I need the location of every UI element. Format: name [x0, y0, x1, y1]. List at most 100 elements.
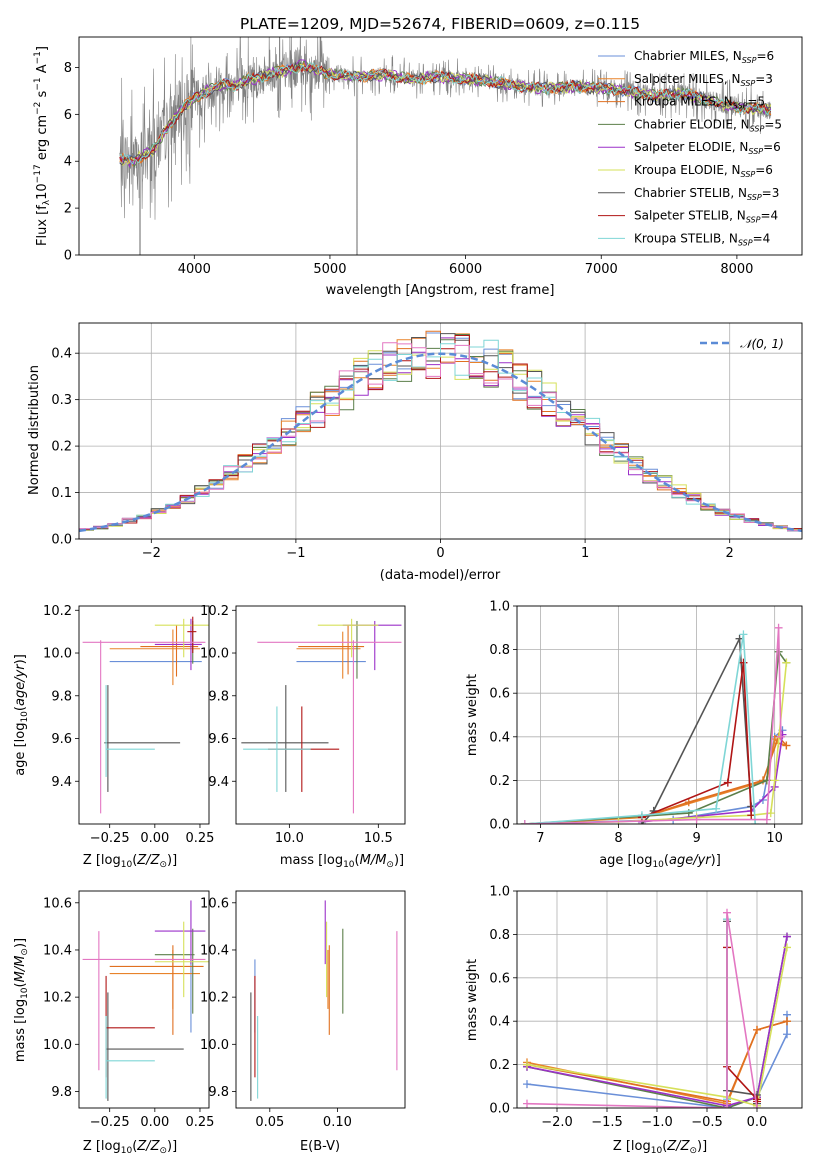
plot-area: [82, 900, 209, 1101]
spectrum-legend: Chabrier MILES, NSSP=6 Salpeter MILES, NS…: [598, 49, 782, 247]
x-tick-label: −1.0: [641, 1115, 673, 1130]
gaussian-legend-label: 𝒩(0, 1): [740, 337, 784, 351]
age-y-label: age [log10(age/yr)]: [13, 654, 30, 776]
mass-weight-line: [641, 635, 752, 824]
z-vs-mass-panel: −0.25 0.00 0.25 9.8 10.0 10.2 10.4 10.6: [43, 890, 214, 1130]
y-tick-label: 0.2: [489, 774, 510, 789]
histogram-legend: 𝒩(0, 1): [700, 337, 784, 351]
plus-marker: [723, 1104, 731, 1108]
plus-marker: [776, 732, 785, 741]
z-vs-age-panel: −0.25 0.00 0.25 9.4 9.6 9.8 10.0 10.2: [43, 604, 214, 846]
plus-marker: [774, 623, 783, 632]
plus-marker: [692, 815, 701, 824]
x-tick-label: 0: [436, 546, 444, 561]
y-tick-label: 10.0: [43, 647, 72, 662]
y-tick-label: 0.4: [489, 730, 510, 745]
legend-entry-label: Chabrier ELODIE, NSSP=5: [634, 117, 782, 133]
x-tick-label: 2: [726, 546, 734, 561]
plus-marker: [523, 1060, 531, 1069]
y-tick-label: 0.0: [489, 1102, 510, 1117]
y-tick-label: 0.0: [51, 533, 72, 548]
plus-marker: [751, 820, 760, 824]
x-tick-label: 0.0: [747, 1115, 768, 1130]
model-spectrum: [119, 60, 772, 168]
plus-marker: [520, 820, 529, 824]
y-tick-label: 0.8: [489, 928, 510, 943]
y-tick-label: 1.0: [489, 885, 510, 900]
x-tick-label: 0.25: [185, 831, 214, 846]
plot-area: [520, 623, 791, 824]
axes-frame: [235, 605, 406, 825]
histogram-y-label: Normed distribution: [27, 365, 42, 495]
z-x-label-mass-weight: Z [log10(Z/Z⊙)]: [613, 1139, 707, 1156]
y-tick-label: 9.8: [51, 689, 72, 704]
axes-frame: [78, 890, 210, 1109]
y-tick-label: 0.6: [489, 687, 510, 702]
model-spectrum: [119, 63, 772, 163]
ebv-x-label: E(B-V): [300, 1139, 340, 1154]
x-tick-label: 1: [581, 546, 589, 561]
plus-marker: [637, 811, 646, 820]
model-spectrum: [119, 61, 772, 166]
x-tick-label: 0.10: [323, 1115, 352, 1130]
plot-area: [119, 37, 772, 255]
gaussian-reference-curve: [79, 352, 802, 533]
z-x-label-upper: Z [log10(Z/Z⊙)]: [83, 853, 177, 870]
x-tick-label: 8: [614, 831, 622, 846]
mass-weight-line: [526, 912, 758, 1108]
z-x-label-lower: Z [log10(Z/Z⊙)]: [83, 1139, 177, 1156]
y-tick-label: 10.4: [200, 943, 229, 958]
legend-entry-label: Salpeter STELIB, NSSP=4: [634, 209, 778, 225]
y-tick-label: 0.1: [51, 486, 72, 501]
y-tick-label: 0.8: [489, 643, 510, 658]
x-tick-label: 7: [536, 831, 544, 846]
y-tick-label: 10.2: [43, 604, 72, 619]
plus-marker: [782, 658, 791, 667]
y-tick-label: 0.4: [489, 1015, 510, 1030]
x-tick-label: 10: [766, 831, 783, 846]
y-tick-label: 0.2: [489, 1058, 510, 1073]
x-tick-label: 10.0: [275, 831, 304, 846]
plus-marker: [712, 804, 721, 813]
spectrum-title: PLATE=1209, MJD=52674, FIBERID=0609, z=0…: [240, 15, 640, 33]
y-tick-label: 8: [64, 61, 72, 76]
x-tick-label: 6000: [449, 262, 482, 277]
plus-marker: [723, 908, 731, 917]
y-tick-label: 0.2: [51, 440, 72, 455]
x-tick-label: 9: [692, 831, 700, 846]
age-mass-weight-panel: 7 8 9 10 0.0 0.2 0.4 0.6 0.8 1.0: [489, 600, 803, 846]
x-tick-label: −0.25: [90, 1115, 130, 1130]
plus-marker: [739, 630, 748, 639]
ebv-vs-mass-panel: 0.05 0.10 9.8 10.0 10.2 10.4 10.6: [200, 890, 406, 1130]
residual-histogram-panel: −2 −1 0 1 2 0.0 0.1 0.2 0.3 0.4: [51, 322, 803, 561]
x-tick-label: 0.00: [140, 1115, 169, 1130]
plus-marker: [770, 776, 779, 785]
plus-marker: [783, 943, 791, 952]
y-tick-label: 0.6: [489, 971, 510, 986]
mass-weight-y-label-upper: mass weight: [465, 674, 480, 756]
y-tick-label: 6: [64, 108, 72, 123]
x-tick-label: −0.5: [691, 1115, 723, 1130]
x-tick-label: −0.25: [90, 831, 130, 846]
plus-marker: [753, 1025, 761, 1034]
y-tick-label: 10.2: [43, 991, 72, 1006]
mass-x-label: mass [log10(M/M⊙)]: [280, 853, 404, 870]
histogram-x-label: (data-model)/error: [380, 568, 501, 583]
y-tick-label: 9.8: [208, 1085, 229, 1100]
model-spectrum: [119, 61, 772, 165]
x-tick-label: 0.00: [140, 831, 169, 846]
x-tick-label: −1: [286, 546, 305, 561]
mass-weight-y-label-lower: mass weight: [465, 959, 480, 1041]
y-tick-label: 10.0: [200, 647, 229, 662]
mass-y-label: mass [log10(M/M⊙)]: [13, 938, 30, 1062]
y-tick-label: 10.2: [200, 991, 229, 1006]
plot-area: [250, 900, 398, 1101]
y-tick-label: 2: [64, 202, 72, 217]
z-mass-weight-panel: −2.0 −1.5 −1.0 −0.5 0.0 0.0 0.2 0.4 0.6 0.8 1.0: [489, 885, 803, 1130]
plus-marker: [523, 1080, 531, 1089]
x-tick-label: 4000: [178, 262, 211, 277]
y-tick-label: 9.8: [208, 689, 229, 704]
axes-frame: [78, 36, 803, 256]
axes-frame: [235, 890, 406, 1109]
